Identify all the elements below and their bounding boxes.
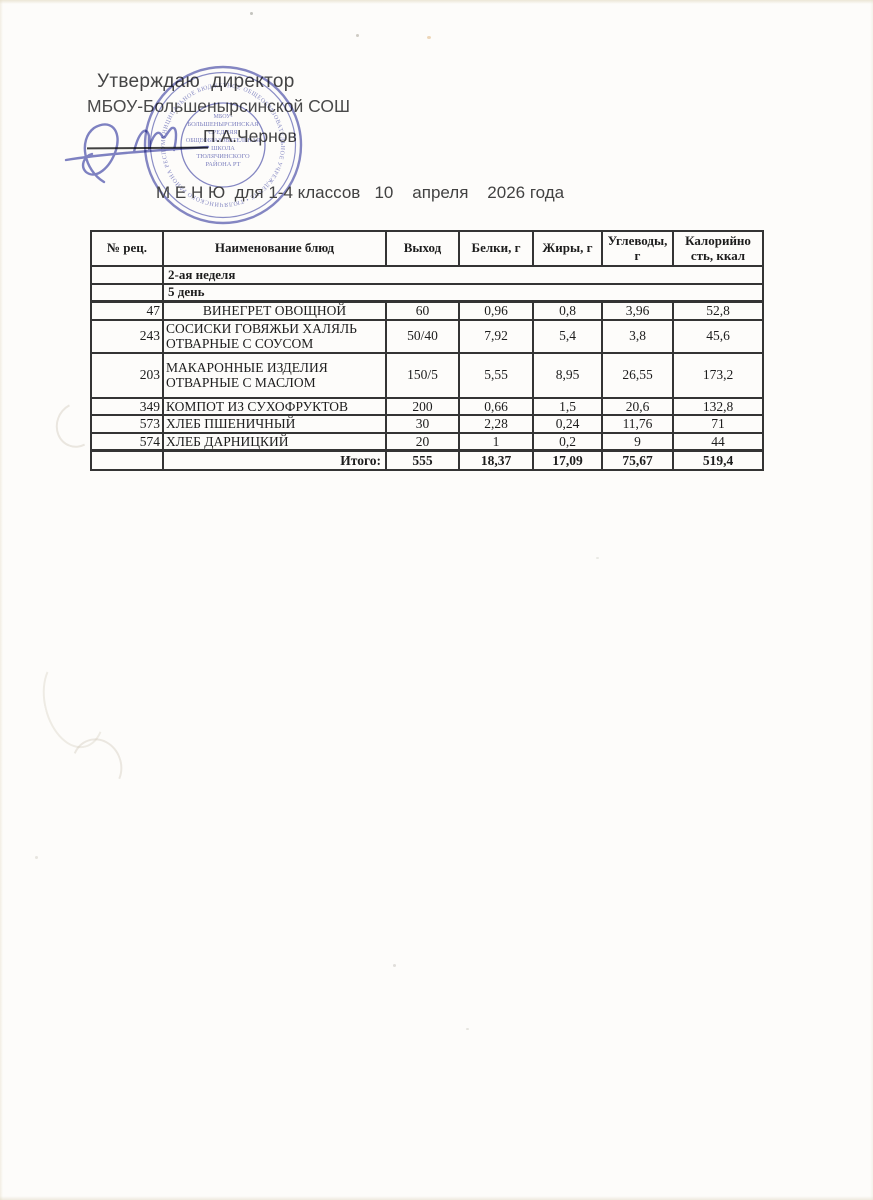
empty-cell [90,283,164,303]
menu-table: № рец. Наименование блюд Выход Белки, г … [90,229,764,472]
protein-cell: 1 [458,431,534,452]
dish-name-cell: МАКАРОННЫЕ ИЗДЕЛИЯ ОТВАРНЫЕ С МАСЛОМ [162,351,387,399]
header-calories: Калорийно сть, ккал [672,229,764,268]
menu-table-row: 47 ВИНЕГРЕТ ОВОЩНОЙ 60 0,96 0,8 3,96 52,… [90,300,764,321]
output-cell: 150/5 [385,351,460,399]
day-row: 5 день [90,283,764,303]
output-cell: 20 [385,431,460,452]
dish-name-cell: КОМПОТ ИЗ СУХОФРУКТОВ [162,396,387,417]
kcal-cell: 45,6 [672,318,764,354]
menu-title: М Е Н Ю для 1-4 классов 10 апреля 2026 г… [156,183,565,202]
menu-table-row: 349 КОМПОТ ИЗ СУХОФРУКТОВ 200 0,66 1,5 2… [90,396,764,417]
carbs-cell: 9 [601,431,674,452]
director-name: П.А.Чернов [203,126,297,146]
carbs-cell: 26,55 [601,351,674,399]
header-output: Выход [385,229,460,268]
fat-cell: 8,95 [532,351,603,399]
header-recipe-number: № рец. [90,229,164,268]
scan-edge-top [0,0,873,4]
scan-speck [596,557,599,559]
stamp-center-line: ШКОЛА [211,145,235,152]
protein-cell: 5,55 [458,351,534,399]
stamp-center-line: РАЙОНА РТ [206,160,241,168]
dish-name-cell: ВИНЕГРЕТ ОВОЩНОЙ [162,300,387,321]
kcal-cell: 173,2 [672,351,764,399]
scan-speck [427,36,431,39]
scan-speck [250,12,253,15]
fat-cell: 1,5 [532,396,603,417]
scan-speck [35,856,38,859]
kcal-cell: 44 [672,431,764,452]
recipe-number-cell: 203 [90,351,164,399]
protein-cell: 2,28 [458,414,534,434]
scan-edge-bottom [0,1196,873,1200]
empty-cell [90,265,164,286]
protein-cell: 7,92 [458,318,534,354]
protein-cell: 0,66 [458,396,534,417]
total-protein: 18,37 [458,449,534,472]
school-round-stamp: МУНИЦИПАЛЬНОЕ БЮДЖЕТНОЕ ОБЩЕОБРАЗОВАТЕЛЬ… [140,62,303,225]
carbs-cell: 11,76 [601,414,674,434]
dish-name-cell: ХЛЕБ ПШЕНИЧНЫЙ [162,414,387,434]
total-fat: 17,09 [532,449,603,472]
carbs-cell: 20,6 [601,396,674,417]
fat-cell: 0,8 [532,300,603,321]
stamp-center-line: ТЮЛЯЧИНСКОГО [196,153,250,160]
dish-name-cell: ХЛЕБ ДАРНИЦКИЙ [162,431,387,452]
fat-cell: 0,24 [532,414,603,434]
dish-name-cell: СОСИСКИ ГОВЯЖЬИ ХАЛЯЛЬ ОТВАРНЫЕ С СОУСОМ [162,318,387,354]
week-row: 2-ая неделя [90,265,764,286]
carbs-cell: 3,8 [601,318,674,354]
paper-crease [33,649,115,755]
menu-table-row: 574 ХЛЕБ ДАРНИЦКИЙ 20 1 0,2 9 44 [90,431,764,452]
director-signature [64,123,210,184]
scan-speck [356,34,359,37]
week-label: 2-ая неделя [162,265,764,286]
scan-edge-left [0,0,3,1200]
header-dish-name: Наименование блюд [162,229,387,268]
header-protein: Белки, г [458,229,534,268]
stamp-center-line: БОЛЬШЕНЫРСИНСКАЯ [188,121,260,128]
kcal-cell: 132,8 [672,396,764,417]
stamp-center-line: ОБЩЕОБРАЗОВАТЕЛЬНАЯ [186,138,260,144]
recipe-number-cell: 349 [90,396,164,417]
output-cell: 50/40 [385,318,460,354]
recipe-number-cell: 574 [90,431,164,452]
recipe-number-cell: 47 [90,300,164,321]
table-header-row: № рец. Наименование блюд Выход Белки, г … [90,229,764,268]
recipe-number-cell: 573 [90,414,164,434]
header-carbs: Углеводы, г [601,229,674,268]
stamp-center-line: МБОУ- [214,114,233,120]
total-output: 555 [385,449,460,472]
day-label: 5 день [162,283,764,303]
menu-table-row: 203 МАКАРОННЫЕ ИЗДЕЛИЯ ОТВАРНЫЕ С МАСЛОМ… [90,351,764,399]
protein-cell: 0,96 [458,300,534,321]
total-row: Итого: 555 18,37 17,09 75,67 519,4 [90,449,764,472]
header-fat: Жиры, г [532,229,603,268]
recipe-number-cell: 243 [90,318,164,354]
total-label: Итого: [162,449,387,472]
total-carbs: 75,67 [601,449,674,472]
menu-table-row: 243 СОСИСКИ ГОВЯЖЬИ ХАЛЯЛЬ ОТВАРНЫЕ С СО… [90,318,764,354]
menu-table-row: 573 ХЛЕБ ПШЕНИЧНЫЙ 30 2,28 0,24 11,76 71 [90,414,764,434]
kcal-cell: 71 [672,414,764,434]
output-cell: 30 [385,414,460,434]
output-cell: 60 [385,300,460,321]
stamp-center-line: СРЕДНЯЯ [208,129,238,136]
empty-cell [90,449,164,472]
total-kcal: 519,4 [672,449,764,472]
approval-line-2: МБОУ-Большенырсинской СОШ [87,96,351,116]
kcal-cell: 52,8 [672,300,764,321]
scan-speck [393,964,396,967]
fat-cell: 0,2 [532,431,603,452]
carbs-cell: 3,96 [601,300,674,321]
paper-crease [63,731,131,801]
output-cell: 200 [385,396,460,417]
fat-cell: 5,4 [532,318,603,354]
scan-speck [466,1028,469,1030]
